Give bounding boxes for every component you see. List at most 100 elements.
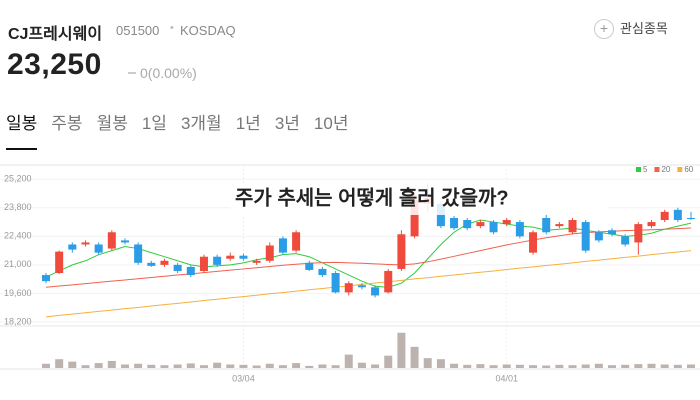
candle-body (529, 232, 538, 253)
y-tick-label: 21,000 (4, 259, 32, 269)
candle-body (621, 236, 630, 245)
candle-body (397, 234, 406, 269)
volume-bar (42, 363, 50, 368)
candle-body (660, 211, 669, 221)
volume-bar (68, 361, 77, 368)
candle-body (331, 273, 340, 293)
volume-bar (476, 364, 485, 368)
candle-body (463, 220, 472, 229)
candle-body (265, 245, 274, 261)
price-change: 0(0.00%) (140, 65, 197, 81)
legend-swatch (677, 167, 683, 172)
candle-body (239, 255, 248, 259)
legend-swatch (636, 167, 641, 172)
annotation-bg (230, 183, 608, 215)
candle-body (213, 256, 222, 265)
candle-body (476, 222, 485, 227)
legend-swatch (654, 167, 660, 172)
volume-bar (186, 363, 195, 368)
volume-bar (239, 364, 248, 368)
volume-bar (357, 362, 366, 368)
volume-bar (621, 364, 630, 368)
volume-bar (81, 365, 90, 368)
volume-bar (213, 362, 222, 368)
moving-average-line (45, 219, 692, 288)
candle-body (555, 224, 564, 227)
favorite-button[interactable]: + 관심종목 (594, 18, 668, 39)
volume-bar (384, 355, 393, 368)
legend-label: 5 (643, 165, 648, 174)
period-tab[interactable]: 10년 (313, 114, 349, 133)
x-tick-label: 04/01 (495, 373, 518, 383)
candle-body (371, 287, 380, 296)
volume-bar (331, 365, 340, 368)
volume-bar (436, 359, 445, 368)
period-tab[interactable]: 1년 (235, 114, 261, 133)
candle-body (305, 262, 314, 270)
candle-body (173, 264, 182, 271)
candle-body (634, 224, 643, 243)
volume-bar (423, 358, 432, 368)
candle-body (81, 242, 90, 245)
volume-bar (318, 364, 327, 368)
candle-body (502, 220, 511, 225)
x-tick-label: 03/04 (232, 373, 255, 383)
candle-body (292, 232, 301, 251)
volume-bar (173, 364, 182, 368)
candle-body (515, 222, 524, 237)
period-tab[interactable]: 월봉 (96, 114, 128, 133)
candle-body (94, 244, 103, 253)
volume-bar (265, 363, 274, 368)
volume-bar (252, 365, 261, 368)
volume-bar (160, 365, 169, 368)
price: 23,250 (7, 48, 102, 81)
period-tab[interactable]: 1일 (141, 114, 167, 133)
candle-body (252, 260, 261, 263)
volume-bar (410, 346, 419, 368)
volume-bar (134, 363, 143, 368)
market: KOSDAQ (180, 23, 236, 38)
candle-body (278, 238, 287, 253)
volume-bar (94, 363, 103, 368)
candle-body (226, 255, 235, 259)
candle-body (450, 217, 459, 229)
volume-bar (673, 364, 682, 368)
candle-body (199, 256, 208, 271)
candle-body (160, 260, 169, 265)
period-tab[interactable]: 일봉 (6, 109, 38, 150)
candle-body (134, 244, 143, 263)
favorite-label[interactable]: 관심종목 (620, 21, 668, 36)
volume-bar (371, 364, 380, 368)
volume-bar (397, 332, 406, 368)
separator: • (170, 22, 174, 34)
volume-bar (568, 365, 577, 368)
volume-bar (555, 364, 564, 368)
volume-bar (226, 364, 235, 368)
candle-body (410, 199, 419, 237)
volume-bar (660, 364, 669, 368)
volume-bar (687, 364, 695, 368)
volume-bar (515, 364, 524, 368)
y-tick-label: 23,800 (4, 202, 32, 212)
candle-body (673, 209, 682, 221)
volume-bar (502, 364, 511, 368)
candle-body (344, 283, 353, 293)
volume-bar (634, 364, 643, 368)
volume-bar (278, 365, 287, 368)
volume-bar (463, 364, 472, 368)
period-tab[interactable]: 주봉 (51, 114, 83, 133)
candle-body (186, 266, 195, 276)
volume-bar (344, 354, 353, 368)
volume-bar (292, 363, 301, 368)
candle-body (55, 251, 64, 274)
flat-icon (128, 72, 136, 74)
period-tab[interactable]: 3년 (274, 114, 300, 133)
volume-bar (120, 364, 129, 368)
y-tick-label: 25,200 (4, 174, 32, 184)
candle-body (42, 275, 50, 282)
candle-body (542, 217, 551, 233)
candle-body (687, 217, 695, 220)
period-tab[interactable]: 3개월 (180, 114, 222, 133)
